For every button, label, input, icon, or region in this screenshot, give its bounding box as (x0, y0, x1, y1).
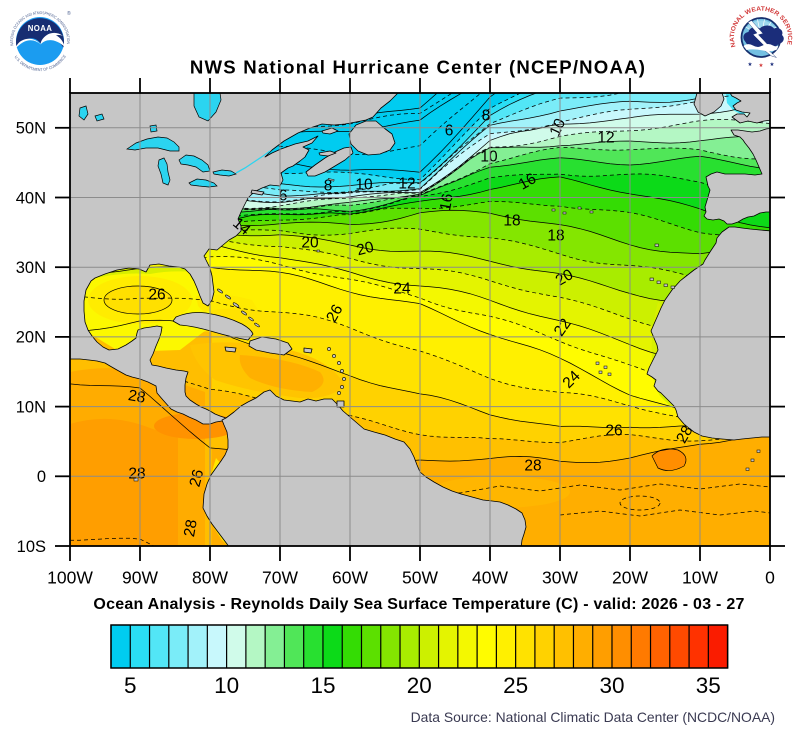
svg-text:30: 30 (599, 673, 624, 698)
svg-text:80W: 80W (192, 568, 228, 588)
svg-text:15: 15 (310, 673, 335, 698)
svg-text:25: 25 (503, 673, 528, 698)
svg-text:20N: 20N (16, 329, 46, 347)
svg-text:10: 10 (355, 177, 373, 194)
svg-text:10: 10 (214, 673, 239, 698)
svg-text:Data Source: National Climatic: Data Source: National Climatic Data Cent… (411, 709, 775, 725)
svg-text:35: 35 (696, 673, 721, 698)
svg-text:8: 8 (324, 178, 333, 195)
svg-text:22: 22 (551, 316, 575, 340)
svg-text:8: 8 (482, 108, 491, 125)
svg-text:70W: 70W (262, 568, 298, 588)
svg-text:20: 20 (301, 235, 319, 252)
svg-text:10: 10 (547, 116, 570, 139)
svg-text:26: 26 (148, 287, 165, 304)
svg-text:★: ★ (759, 62, 764, 69)
svg-text:6: 6 (445, 123, 454, 140)
svg-text:12: 12 (398, 176, 415, 193)
svg-text:20: 20 (553, 266, 577, 290)
svg-text:16: 16 (437, 192, 457, 212)
svg-text:24: 24 (393, 281, 411, 298)
svg-text:18: 18 (503, 213, 520, 230)
svg-text:18: 18 (547, 228, 564, 245)
svg-text:10N: 10N (16, 398, 46, 416)
svg-text:10W: 10W (682, 568, 718, 588)
svg-text:Ocean Analysis - Reynolds Dail: Ocean Analysis - Reynolds Daily Sea Surf… (93, 596, 744, 613)
svg-text:28: 28 (524, 458, 541, 475)
svg-text:10: 10 (480, 149, 498, 166)
svg-text:20W: 20W (612, 568, 648, 588)
svg-text:12: 12 (597, 130, 614, 147)
svg-text:10S: 10S (17, 538, 46, 556)
svg-text:40N: 40N (16, 189, 46, 207)
svg-text:50N: 50N (16, 120, 46, 138)
svg-text:28: 28 (181, 518, 201, 538)
svg-text:★: ★ (748, 61, 753, 68)
svg-text:100W: 100W (47, 568, 93, 588)
svg-text:50W: 50W (402, 568, 438, 588)
svg-text:0: 0 (37, 468, 46, 486)
svg-text:20: 20 (407, 673, 432, 698)
svg-text:16: 16 (516, 170, 539, 193)
svg-text:28: 28 (128, 466, 145, 483)
svg-text:26: 26 (605, 423, 622, 440)
svg-text:30N: 30N (16, 259, 46, 277)
svg-text:60W: 60W (332, 568, 368, 588)
svg-text:90W: 90W (122, 568, 158, 588)
svg-text:®: ® (67, 10, 71, 17)
svg-text:20: 20 (355, 238, 376, 259)
svg-text:28: 28 (127, 387, 147, 407)
svg-text:28: 28 (673, 423, 696, 446)
svg-text:30W: 30W (542, 568, 578, 588)
svg-text:★: ★ (770, 61, 775, 68)
svg-text:40W: 40W (472, 568, 508, 588)
svg-text:6: 6 (279, 188, 288, 205)
svg-text:5: 5 (124, 673, 137, 698)
svg-text:NOAA: NOAA (28, 24, 53, 33)
svg-text:NWS National Hurricane Center: NWS National Hurricane Center (NCEP/NOAA… (190, 57, 646, 78)
svg-text:0: 0 (765, 568, 775, 588)
svg-text:26: 26 (187, 468, 208, 489)
svg-text:26: 26 (323, 302, 346, 325)
